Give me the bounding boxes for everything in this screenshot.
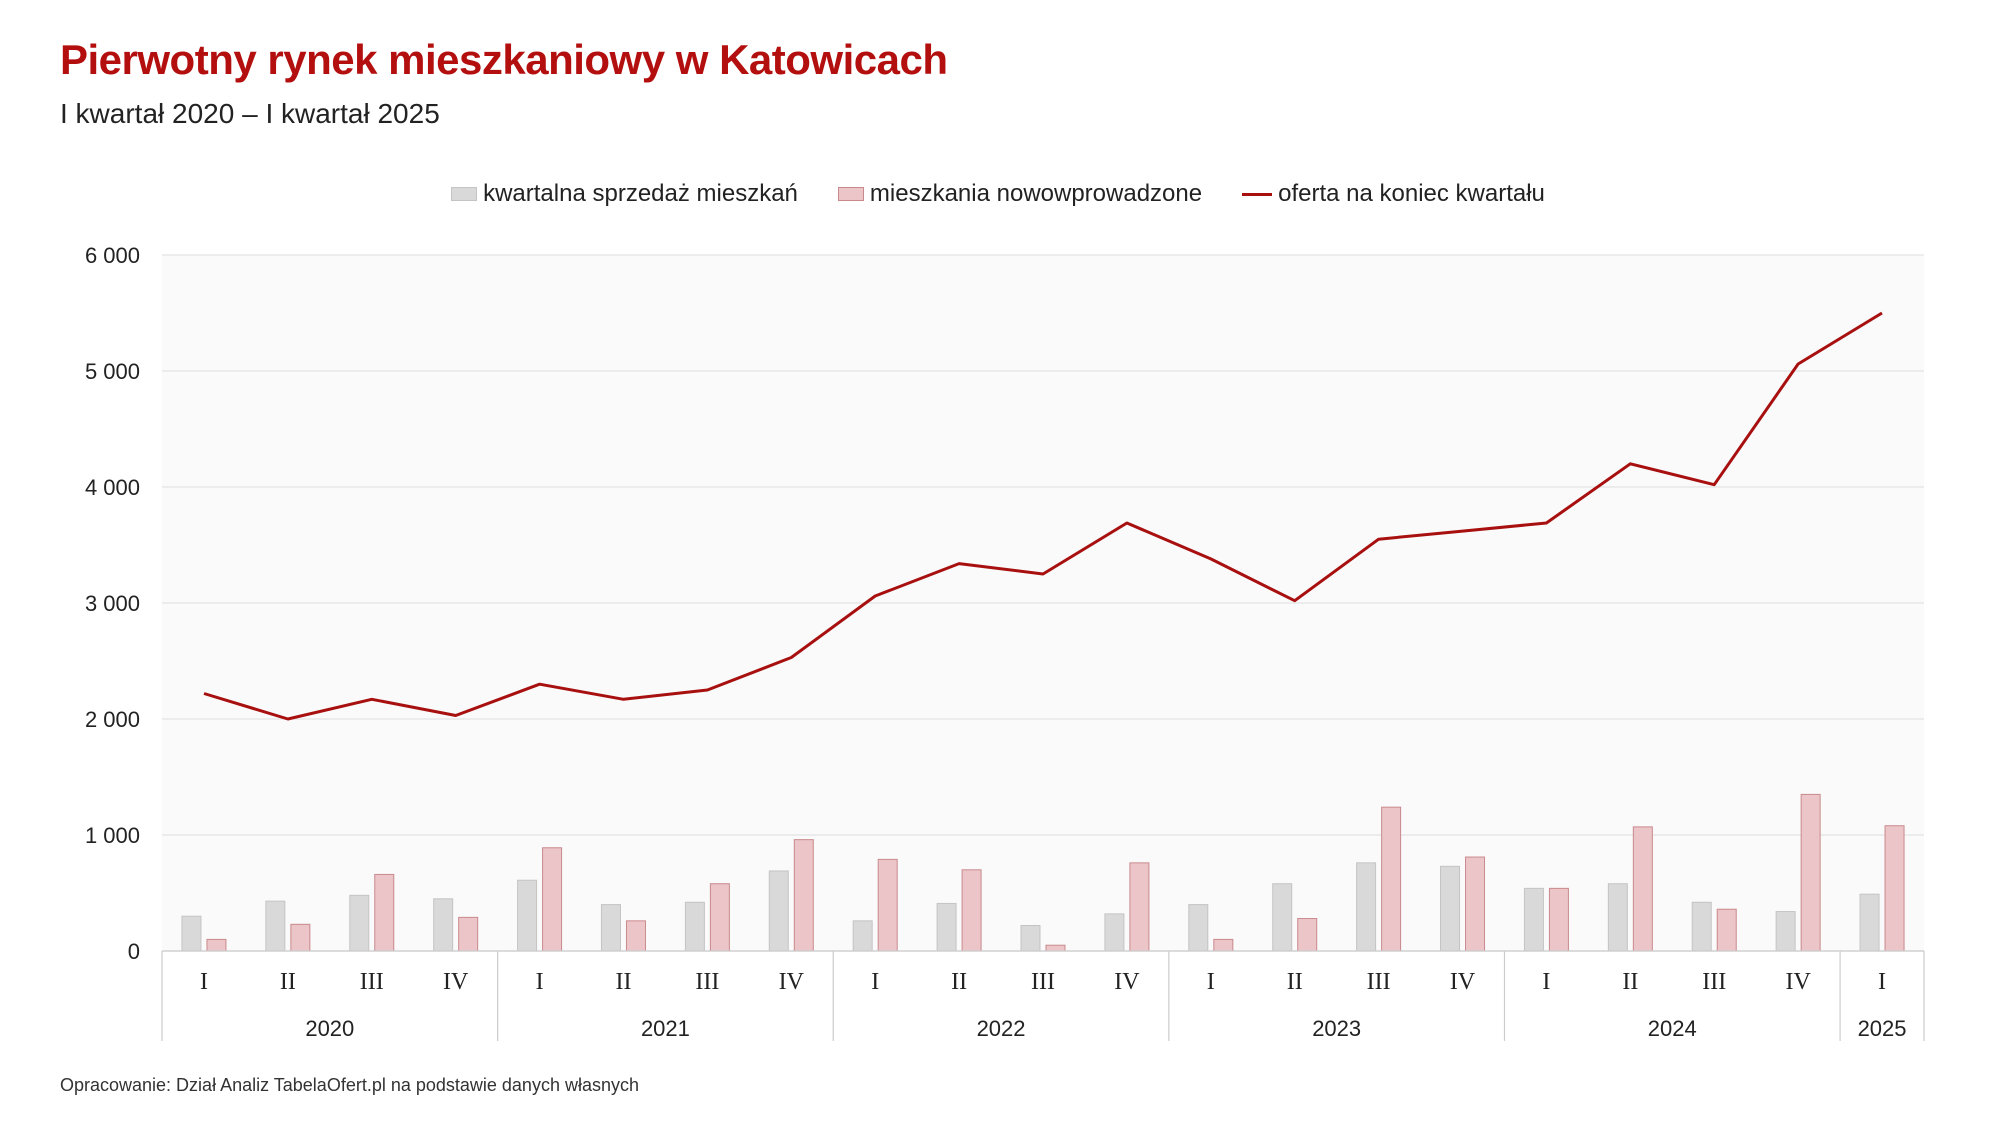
y-tick-label: 3 000 xyxy=(85,591,140,616)
bar-sales xyxy=(600,904,621,952)
bar-sales xyxy=(1775,911,1796,952)
bar-new-listings xyxy=(877,858,898,952)
x-tick-label: III xyxy=(1702,969,1726,995)
y-tick-label: 0 xyxy=(128,939,140,964)
y-tick-label: 5 000 xyxy=(85,359,140,384)
bar-new-listings xyxy=(1465,856,1486,952)
year-label: 2024 xyxy=(1648,1016,1697,1041)
x-tick-label: IV xyxy=(1785,969,1811,995)
bar-sales xyxy=(1020,924,1041,952)
bar-new-listings xyxy=(1129,862,1150,952)
bar-new-listings xyxy=(1884,825,1905,952)
legend-label-offer: oferta na koniec kwartału xyxy=(1278,180,1545,207)
bar-sales xyxy=(768,870,789,952)
x-tick-label: I xyxy=(1207,969,1215,995)
y-tick-label: 1 000 xyxy=(85,823,140,848)
year-label: 2023 xyxy=(1312,1016,1361,1041)
bar-new-listings xyxy=(542,847,563,952)
source-note: Opracowanie: Dział Analiz TabelaOfert.pl… xyxy=(60,1075,639,1095)
year-label: 2025 xyxy=(1858,1016,1907,1041)
y-tick-label: 4 000 xyxy=(85,475,140,500)
x-tick-label: I xyxy=(871,969,879,995)
year-label: 2021 xyxy=(641,1016,690,1041)
bar-new-listings xyxy=(1800,793,1821,952)
x-tick-label: II xyxy=(951,969,967,995)
x-tick-label: III xyxy=(1031,969,1055,995)
bar-sales xyxy=(265,900,286,952)
y-tick-label: 2 000 xyxy=(85,707,140,732)
bar-new-listings xyxy=(793,839,814,952)
x-tick-label: II xyxy=(1622,969,1638,995)
chart-title: Pierwotny rynek mieszkaniowy w Katowicac… xyxy=(60,36,948,83)
x-tick-label: IV xyxy=(1450,969,1476,995)
x-tick-label: IV xyxy=(443,969,469,995)
legend-item-offer: oferta na koniec kwartału xyxy=(1242,180,1545,208)
x-tick-label: II xyxy=(280,969,296,995)
bar-new-listings xyxy=(1632,826,1653,952)
x-tick-label: I xyxy=(536,969,544,995)
x-tick-label: IV xyxy=(1114,969,1140,995)
bar-sales xyxy=(433,898,454,952)
year-label: 2022 xyxy=(977,1016,1026,1041)
bar-new-listings xyxy=(961,869,982,952)
bar-sales xyxy=(1691,901,1712,952)
x-tick-label: I xyxy=(1542,969,1550,995)
bar-new-listings xyxy=(709,883,730,952)
bar-new-listings xyxy=(625,920,646,952)
bar-sales xyxy=(1356,862,1377,952)
bar-new-listings xyxy=(206,938,227,952)
bar-sales xyxy=(1440,865,1461,952)
legend-swatch-new xyxy=(837,187,864,201)
chart-subtitle: I kwartał 2020 – I kwartał 2025 xyxy=(60,98,440,129)
bar-new-listings xyxy=(458,916,479,952)
bar-sales xyxy=(181,915,202,952)
bar-new-listings xyxy=(1045,944,1066,952)
bar-sales xyxy=(852,920,873,952)
chart-legend: kwartalna sprzedaż mieszkań mieszkania n… xyxy=(0,180,1996,208)
bar-new-listings xyxy=(374,873,395,952)
x-tick-label: I xyxy=(200,969,208,995)
line-offer xyxy=(203,311,1883,721)
bar-new-listings xyxy=(1381,806,1402,952)
bar-new-listings xyxy=(290,923,311,952)
x-tick-label: IV xyxy=(779,969,805,995)
x-tick-label: II xyxy=(615,969,631,995)
x-tick-label: III xyxy=(695,969,719,995)
bar-new-listings xyxy=(1213,938,1234,952)
y-tick-label: 6 000 xyxy=(85,243,140,268)
bar-sales xyxy=(1272,883,1293,952)
bar-sales xyxy=(936,902,957,952)
legend-label-new: mieszkania nowowprowadzone xyxy=(869,180,1203,207)
year-label: 2020 xyxy=(305,1016,354,1041)
bar-sales xyxy=(1607,883,1628,952)
bar-new-listings xyxy=(1548,887,1569,952)
bar-new-listings xyxy=(1297,918,1318,952)
bar-sales xyxy=(1104,913,1125,952)
bar-sales xyxy=(1188,904,1209,952)
x-tick-label: III xyxy=(360,969,384,995)
x-tick-label: II xyxy=(1287,969,1303,995)
bar-sales xyxy=(1859,893,1880,952)
bar-sales xyxy=(1523,887,1544,952)
legend-label-sales: kwartalna sprzedaż mieszkań xyxy=(483,180,798,207)
bar-sales xyxy=(517,879,538,952)
legend-swatch-sales xyxy=(451,187,478,201)
legend-swatch-offer xyxy=(1242,192,1273,196)
bar-sales xyxy=(684,901,705,952)
x-tick-label: III xyxy=(1367,969,1391,995)
bar-new-listings xyxy=(1716,908,1737,952)
legend-item-sales: kwartalna sprzedaż mieszkań xyxy=(451,180,798,208)
x-tick-label: I xyxy=(1878,969,1886,995)
legend-item-new: mieszkania nowowprowadzone xyxy=(837,180,1203,208)
bar-sales xyxy=(349,894,370,952)
